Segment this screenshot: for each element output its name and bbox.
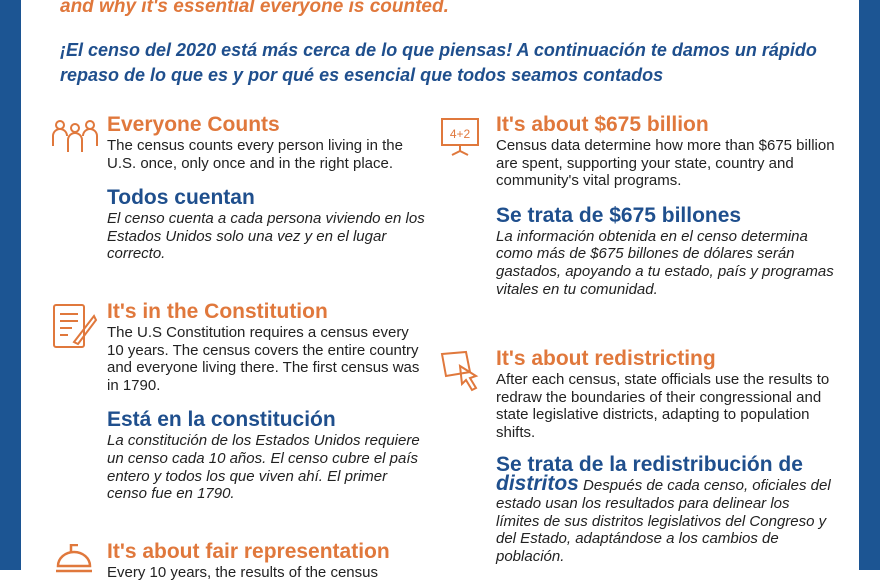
section-everyone-counts: Everyone Counts The census counts every …	[107, 113, 427, 263]
section-title: It's about $675 billion	[496, 113, 709, 136]
section-body-es: La información obtenida en el censo dete…	[496, 227, 834, 298]
section-body-es: La constitución de los Estados Unidos re…	[107, 432, 420, 503]
calculator-board-icon: 4+2	[441, 118, 479, 156]
section-body: Every 10 years, the results of the censu…	[107, 564, 378, 581]
document-quill-icon	[53, 304, 98, 348]
section-body-es-text: Después de cada censo, oficiales del est…	[496, 477, 831, 565]
people-icon	[52, 120, 98, 152]
section-body: The U.S Constitution requires a census e…	[107, 324, 420, 394]
section-title-es-cont: distritos	[496, 472, 579, 496]
left-border	[0, 0, 21, 570]
section-title: Everyone Counts	[107, 113, 280, 136]
icon-text: 4+2	[450, 127, 471, 141]
map-pointer-icon	[440, 350, 479, 392]
intro-spanish: ¡El censo del 2020 está más cerca de lo …	[60, 40, 817, 85]
section-fair-representation: It's about fair representation Every 10 …	[107, 540, 427, 582]
section-675-billion: It's about $675 billion Census data dete…	[496, 113, 836, 298]
intro-english: and why it's essential everyone is count…	[60, 0, 449, 17]
section-body: The census counts every person living in…	[107, 137, 403, 172]
section-redistricting: It's about redistricting After each cens…	[496, 347, 836, 565]
section-title: It's about fair representation	[107, 540, 390, 563]
right-border	[859, 0, 880, 570]
section-body: Census data determine how more than $675…	[496, 137, 835, 190]
section-title-es: Se trata de $675 billones	[496, 203, 742, 227]
section-title-es: Se trata de la redistribución de	[496, 453, 803, 477]
section-title: It's about redistricting	[496, 347, 716, 370]
section-constitution: It's in the Constitution The U.S Constit…	[107, 300, 429, 503]
section-title-es: Está en la constitución	[107, 408, 336, 432]
section-body-es: distritos Después de cada censo, oficial…	[496, 472, 836, 565]
section-body: After each census, state officials use t…	[496, 371, 830, 441]
section-title: It's in the Constitution	[107, 300, 328, 323]
section-body-es: El censo cuenta a cada persona viviendo …	[107, 210, 425, 263]
section-title-es: Todos cuentan	[107, 186, 255, 210]
